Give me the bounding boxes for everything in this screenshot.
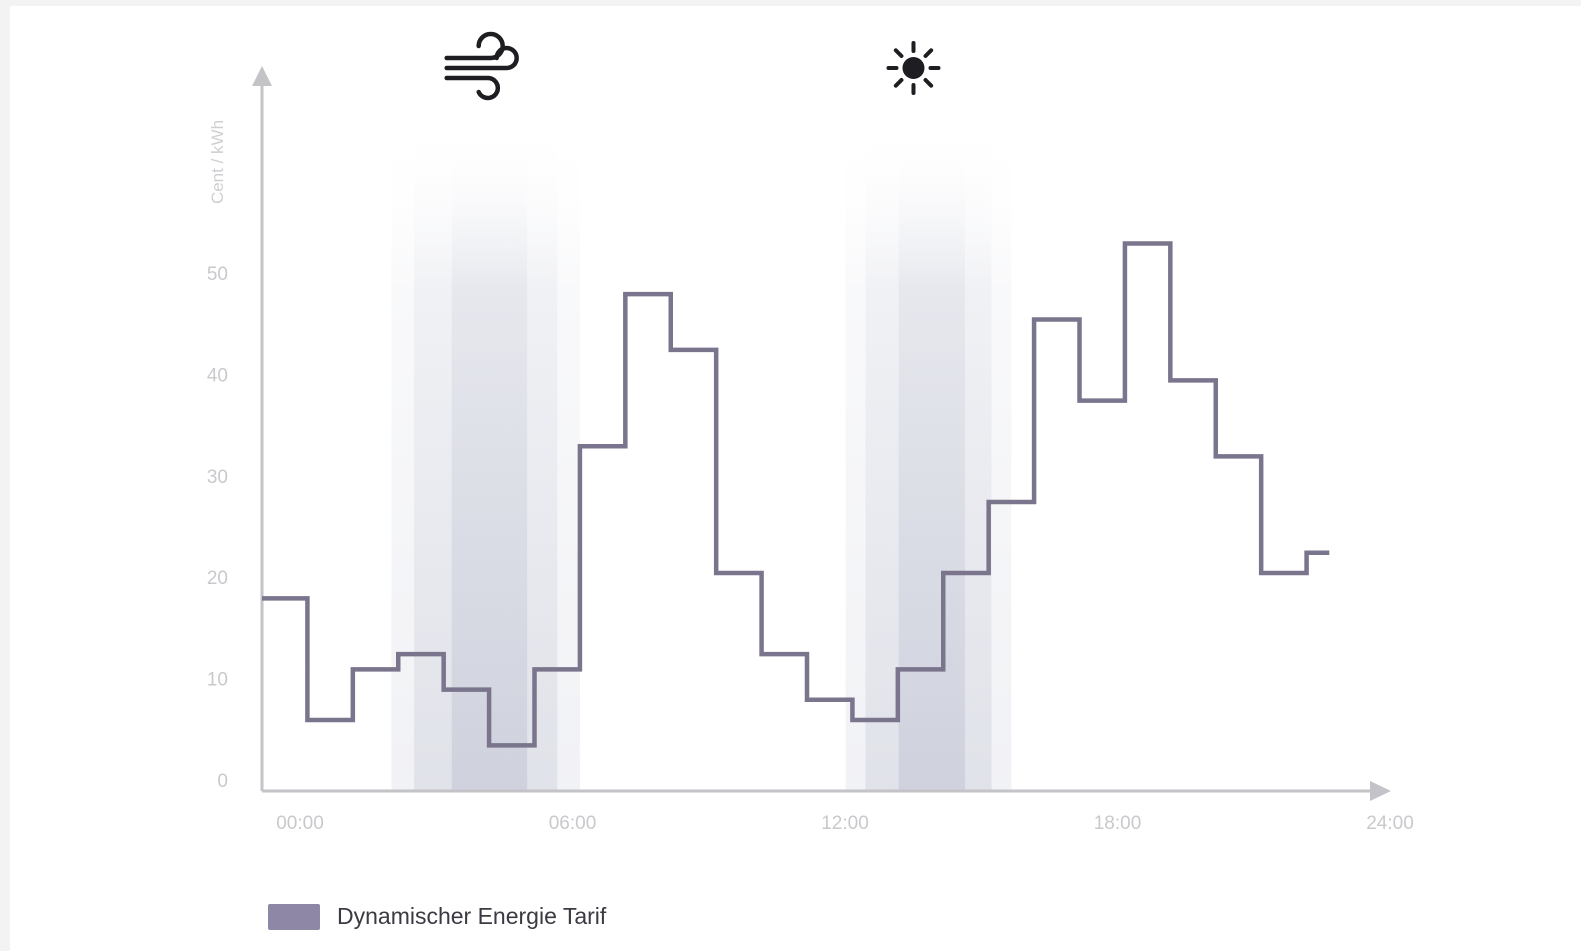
x-axis-arrow — [1370, 781, 1391, 801]
band-icons — [444, 31, 941, 101]
y-tick-label: 0 — [217, 771, 228, 792]
highlight-bands — [391, 120, 1012, 791]
y-axis-label: Cent / kWh — [208, 120, 227, 204]
series-line — [262, 241, 1330, 748]
y-tick-label: 30 — [207, 467, 228, 488]
x-ticks: 00:00 06:00 12:00 18:00 24:00 — [276, 813, 1414, 834]
sun-icon — [886, 41, 941, 95]
y-ticks: 0 10 20 30 40 50 — [207, 264, 228, 792]
x-tick-label: 12:00 — [821, 813, 869, 834]
legend-swatch — [268, 903, 320, 930]
legend-label: Dynamischer Energie Tarif — [337, 903, 607, 929]
y-tick-label: 40 — [207, 365, 228, 386]
x-tick-label: 06:00 — [549, 813, 597, 834]
y-axis-arrow — [252, 66, 272, 86]
y-tick-label: 50 — [207, 264, 228, 285]
axes — [252, 66, 1391, 801]
x-tick-label: 18:00 — [1094, 813, 1142, 834]
x-tick-label: 00:00 — [276, 813, 324, 834]
highlight-band — [451, 120, 528, 791]
legend: Dynamischer Energie Tarif — [268, 903, 606, 930]
chart-card — [10, 6, 1581, 951]
x-tick-label: 24:00 — [1366, 813, 1414, 834]
highlight-band — [898, 120, 965, 791]
y-tick-label: 20 — [207, 568, 228, 589]
series-lines — [262, 241, 1330, 748]
wind-icon — [444, 31, 519, 101]
y-tick-label: 10 — [207, 670, 228, 691]
